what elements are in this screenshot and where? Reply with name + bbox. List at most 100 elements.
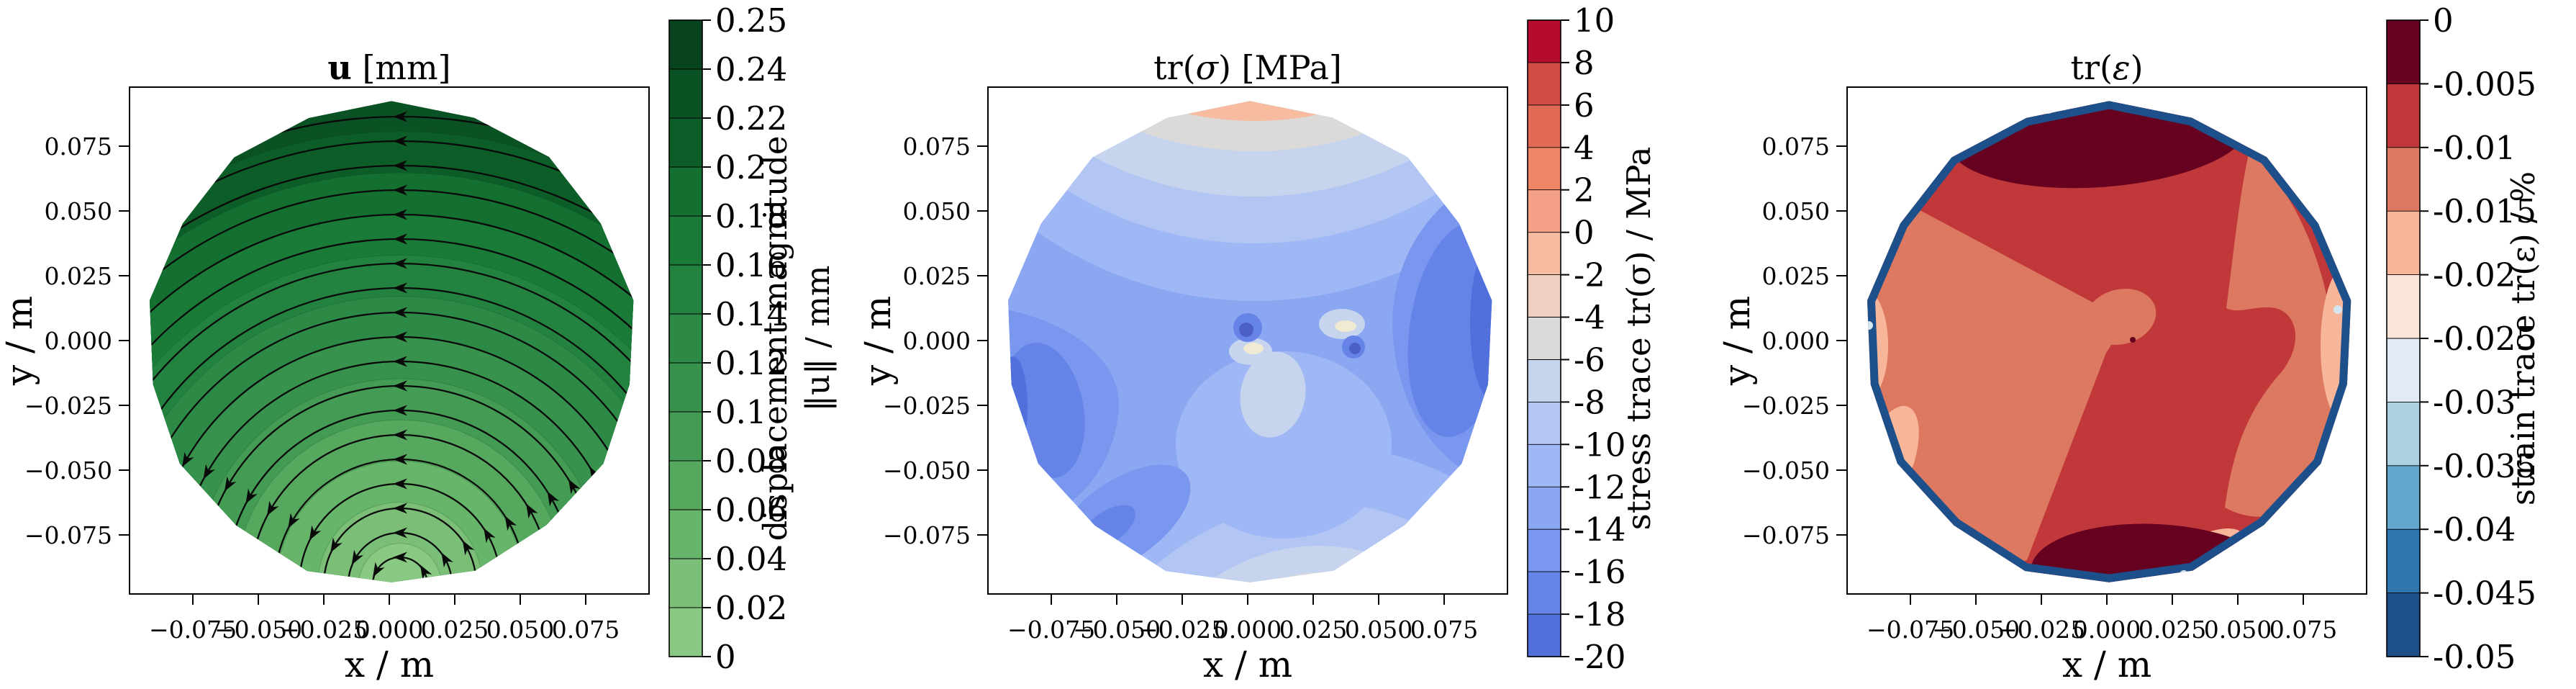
x-tick-label: 0.000 [1214, 616, 1282, 644]
colorbar-label: strain trace tr(ε) / % [2504, 171, 2542, 505]
colorbar-label-line1: displacement magnitude [756, 135, 794, 541]
panel-displacement: −0.075 −0.050 −0.025 0.000 0.025 0.050 0.075 0… [0, 0, 858, 689]
colorbar-segment [669, 608, 702, 657]
stress-contour-field [1008, 101, 1492, 582]
colorbar-segment [1528, 274, 1561, 318]
colorbar-tick-label: -20 [1574, 638, 1625, 676]
colorbar-segment [669, 510, 702, 559]
x-tick-label: 0.025 [421, 616, 489, 644]
y-tick-label: −0.075 [883, 521, 971, 549]
x-tick-label: −0.025 [1997, 616, 2085, 644]
colorbar-tick-label: -10 [1574, 425, 1625, 464]
colorbar-segment [2387, 147, 2420, 212]
y-axis-label: y / m [0, 296, 40, 386]
colorbar-segment [1528, 614, 1561, 657]
colorbar-tick-label: -6 [1574, 341, 1605, 379]
x-axis-label: x / m [1203, 644, 1292, 685]
y-tick-label: −0.075 [24, 521, 112, 549]
colorbar-tick-label: 0.02 [715, 589, 787, 627]
panel-strain: −0.075 −0.050 −0.025 0.000 0.025 0.050 0.075 0… [1718, 0, 2576, 689]
colorbar-tick-label: -16 [1574, 553, 1625, 591]
colorbar-tick-label: 6 [1574, 86, 1595, 125]
colorbar-segment [1528, 359, 1561, 403]
colorbar-segment [2387, 211, 2420, 276]
y-tick-label: 0.050 [903, 197, 971, 225]
colorbar-segment [2387, 593, 2420, 657]
colorbar-segment [1528, 402, 1561, 446]
colorbar-tick-label: 0 [2433, 1, 2454, 40]
colorbar-tick-label: 0.08 [715, 442, 787, 480]
y-tick-label: 0.000 [45, 327, 112, 355]
colorbar-segment [2387, 529, 2420, 594]
colorbar-tick-label: 0.06 [715, 491, 787, 529]
colorbar-label: stress trace tr(σ) / MPa [1620, 147, 1658, 531]
colorbar-segment [669, 314, 702, 364]
colorbar-segment [1528, 529, 1561, 572]
colorbar-tick-label: -12 [1574, 468, 1625, 506]
x-axis-label: x / m [345, 644, 434, 685]
colorbar-tick-label: 0.1 [715, 393, 767, 431]
y-tick-label: −0.075 [1742, 521, 1830, 549]
x-tick-label: −0.025 [1138, 616, 1226, 644]
colorbar-tick-label: 0.16 [715, 246, 787, 284]
colorbar-segment [669, 167, 702, 217]
colorbar-segment [669, 265, 702, 315]
colorbar-tick-label: 0.14 [715, 295, 787, 333]
plot-title: u [mm] [327, 48, 450, 87]
colorbar-segment [669, 216, 702, 266]
y-tick-label: −0.025 [24, 392, 112, 420]
colorbar: 0 -0.005 -0.01 -0.015 -0.02 -0.025 -0.03 -0.035… [2386, 1, 2536, 676]
colorbar-segment [1528, 189, 1561, 233]
y-tick-label: 0.075 [45, 132, 112, 161]
y-tick-label: 0.000 [903, 327, 971, 355]
x-tick-label: −0.050 [1073, 616, 1161, 644]
colorbar-label-line2: ‖u‖ / mm [799, 265, 837, 411]
y-tick-label: 0.075 [1762, 132, 1830, 161]
y-axis-ticks: 0.075 0.050 0.025 0.000 −0.025 −0.050 −0.075 [1742, 132, 1847, 549]
panel-stress: −0.075 −0.050 −0.025 0.000 0.025 0.050 0.075 0… [858, 0, 1717, 689]
colorbar-segment [1528, 62, 1561, 106]
colorbar-tick-label: 0.22 [715, 99, 787, 138]
colorbar-tick-label: -0.04 [2433, 510, 2516, 549]
x-tick-label: 0.050 [2204, 616, 2272, 644]
x-tick-label: 0.025 [2139, 616, 2206, 644]
colorbar-tick-label: -8 [1574, 383, 1605, 421]
colorbar-segment [2387, 274, 2420, 339]
y-tick-label: 0.050 [45, 197, 112, 225]
y-tick-label: −0.025 [883, 392, 971, 420]
colorbar-segment [669, 363, 702, 413]
x-tick-label: −0.075 [149, 616, 237, 644]
colorbar-segment [669, 20, 702, 70]
colorbar: 0.25 0.24 0.22 0.2 0.18 0.16 0.14 0.12 0.1 0.08 0.… [668, 1, 787, 676]
colorbar-segment [1528, 147, 1561, 191]
colorbar-tick-label: 2 [1574, 171, 1595, 210]
x-tick-label: 0.000 [355, 616, 423, 644]
x-tick-label: 0.050 [486, 616, 554, 644]
x-tick-label: −0.075 [1867, 616, 1954, 644]
colorbar-tick-label: -0.035 [2433, 447, 2536, 485]
colorbar-tick-label: 8 [1574, 44, 1595, 82]
colorbar: 10 8 6 4 2 0 -2 -4 -6 -8 -10 -12 -14 -16 -18 -20 [1527, 1, 1625, 676]
x-tick-label: 0.075 [552, 616, 620, 644]
x-tick-label: −0.050 [1932, 616, 2020, 644]
colorbar-tick-label: 0.04 [715, 540, 787, 578]
y-tick-label: 0.050 [1762, 197, 1830, 225]
y-tick-label: −0.050 [883, 456, 971, 485]
y-axis-ticks: 0.075 0.050 0.025 0.000 −0.025 −0.050 −0.075 [24, 132, 130, 549]
colorbar-frame [668, 19, 703, 657]
colorbar-segment [1528, 487, 1561, 530]
colorbar-segment [2387, 402, 2420, 467]
y-tick-label: −0.025 [1742, 392, 1830, 420]
x-tick-label: −0.050 [214, 616, 302, 644]
colorbar-tick-label: -0.01 [2433, 129, 2516, 167]
colorbar-tick-label: 0.12 [715, 344, 787, 382]
y-tick-label: −0.050 [1742, 456, 1830, 485]
y-axis-ticks: 0.075 0.050 0.025 0.000 −0.025 −0.050 −0.075 [883, 132, 988, 549]
colorbar-tick-label: 0.2 [715, 148, 767, 186]
strain-contour-field [1867, 101, 2351, 582]
colorbar-segment [2387, 20, 2420, 85]
